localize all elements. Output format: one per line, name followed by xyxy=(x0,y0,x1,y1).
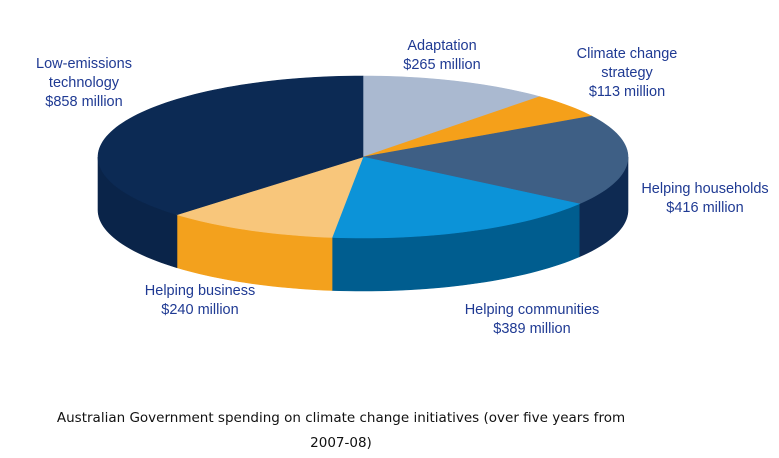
slice-label-adaptation: Adaptation $265 million xyxy=(403,38,480,73)
slice-label-helping-business: Helping business $240 million xyxy=(145,283,255,318)
pie-slice-helping-business xyxy=(175,156,364,238)
pie-top xyxy=(97,75,629,239)
pie-slice-helping-households xyxy=(362,115,629,205)
slice-label-line: $240 million xyxy=(161,302,238,318)
slice-label-helping-communities: Helping communities $389 million xyxy=(465,302,600,337)
slice-label-line: technology xyxy=(49,75,120,91)
slice-label-line: Helping households xyxy=(641,181,768,197)
caption-line-2: 2007-08) xyxy=(310,435,372,451)
slice-label-line: Climate change xyxy=(577,46,678,62)
slice-label-climate-change-strategy: Climate change strategy $113 million xyxy=(577,46,678,100)
slice-label-line: Helping business xyxy=(145,283,255,299)
chart-caption: Australian Government spending on climat… xyxy=(0,406,682,456)
slice-label-line: Helping communities xyxy=(465,302,600,318)
pie-chart: Adaptation $265 million Climate change stra… xyxy=(36,38,769,337)
slice-label-low-emissions-technology: Low-emissions technology $858 million xyxy=(36,56,132,110)
pie-labels: Adaptation $265 million Climate change stra… xyxy=(36,38,769,337)
pie-slice-adaptation xyxy=(362,75,541,158)
pie-slice-helping-communities xyxy=(331,156,581,239)
slice-label-line: $113 million xyxy=(589,84,665,100)
slice-label-line: $416 million xyxy=(666,200,743,216)
slice-label-line: $389 million xyxy=(493,321,570,337)
slice-label-line: $265 million xyxy=(403,57,480,73)
pie-slice-low-emissions-technology xyxy=(97,75,364,216)
slice-label-line: $858 million xyxy=(45,94,122,110)
caption-line-1: Australian Government spending on climat… xyxy=(56,410,626,426)
pie-sides xyxy=(97,156,629,292)
slice-label-line: Low-emissions xyxy=(36,56,132,72)
slice-label-line: strategy xyxy=(601,65,653,81)
slice-label-line: Adaptation xyxy=(407,38,476,54)
slice-label-helping-households: Helping households $416 million xyxy=(641,181,768,216)
pie-slice-climate-change-strategy xyxy=(362,96,593,158)
